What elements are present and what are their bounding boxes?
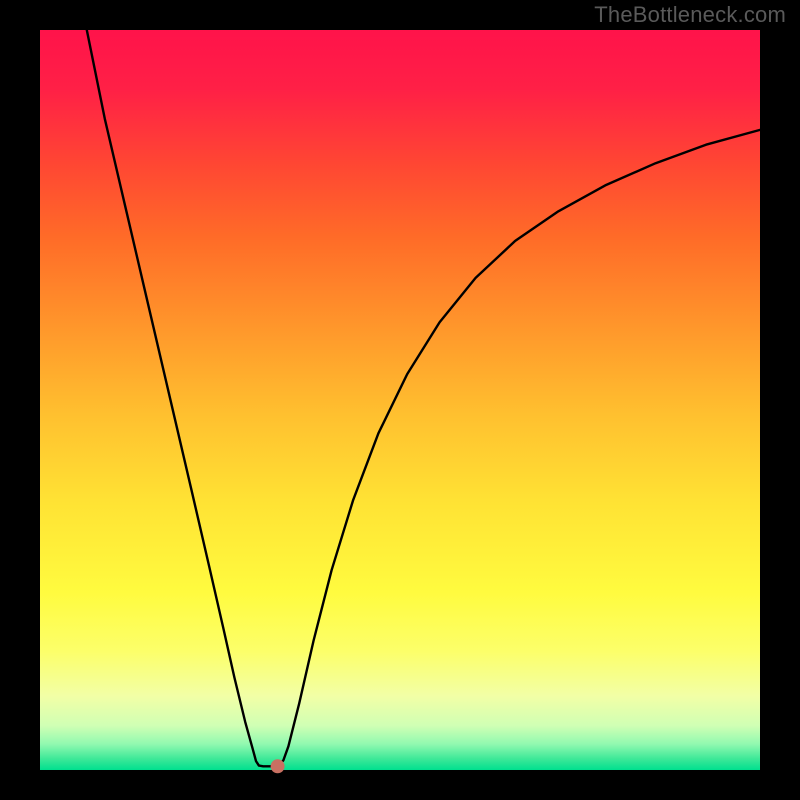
- watermark-text: TheBottleneck.com: [594, 2, 786, 28]
- plot-background: [40, 30, 760, 770]
- bottleneck-chart: [0, 0, 800, 800]
- optimal-point-marker: [271, 759, 285, 773]
- figure-container: TheBottleneck.com: [0, 0, 800, 800]
